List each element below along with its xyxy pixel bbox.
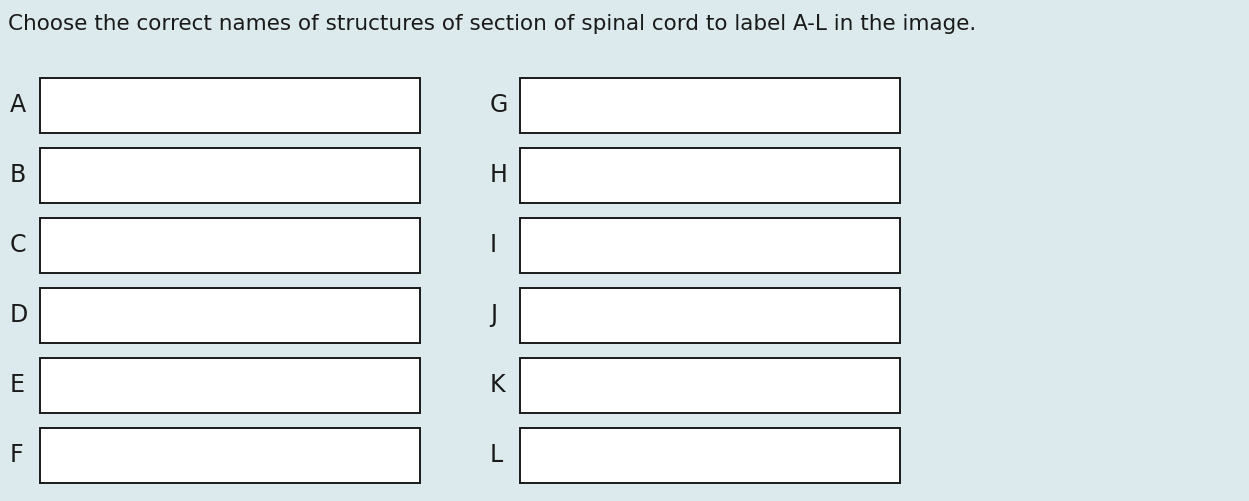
Text: J: J <box>490 303 497 327</box>
Bar <box>40 217 420 273</box>
Text: I: I <box>490 233 497 257</box>
Bar <box>520 427 901 482</box>
Text: C: C <box>10 233 26 257</box>
Text: A: A <box>10 93 26 117</box>
Text: E: E <box>10 373 25 397</box>
Text: G: G <box>490 93 508 117</box>
Bar <box>40 358 420 412</box>
Text: L: L <box>490 443 503 467</box>
Text: H: H <box>490 163 508 187</box>
Bar <box>40 427 420 482</box>
Text: K: K <box>490 373 506 397</box>
Text: B: B <box>10 163 26 187</box>
Bar <box>40 78 420 132</box>
Bar <box>520 288 901 343</box>
Text: F: F <box>10 443 24 467</box>
Text: Choose the correct names of structures of section of spinal cord to label A-L in: Choose the correct names of structures o… <box>7 14 977 34</box>
Bar <box>520 78 901 132</box>
Bar <box>520 358 901 412</box>
Bar <box>520 147 901 202</box>
Text: D: D <box>10 303 29 327</box>
Bar <box>520 217 901 273</box>
Bar <box>40 288 420 343</box>
Bar <box>40 147 420 202</box>
